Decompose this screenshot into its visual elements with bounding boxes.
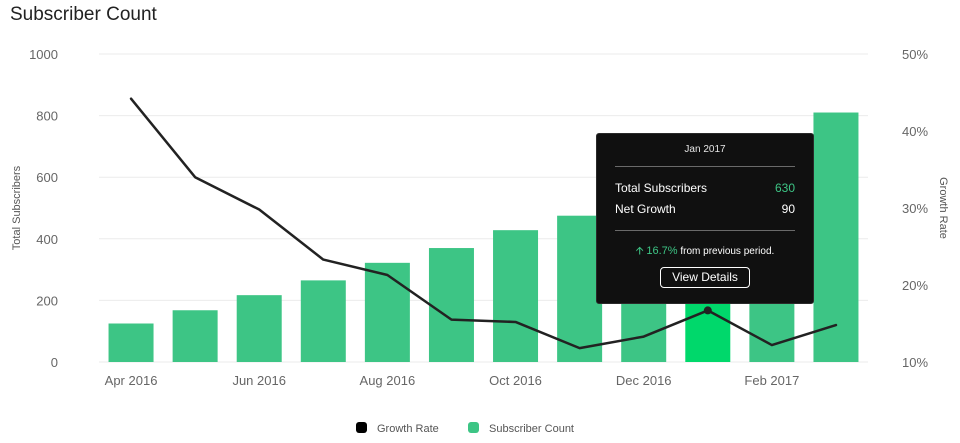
y-axis-title: Total Subscribers: [11, 165, 23, 250]
tooltip-net-value: 90: [781, 202, 795, 216]
bar: [236, 295, 282, 362]
arrow-up-icon: 🡩: [635, 245, 644, 257]
chart-title: Subscriber Count: [10, 4, 157, 25]
x-tick-label: Oct 2016: [489, 373, 542, 388]
bar: [172, 310, 218, 362]
y2-axis-title: Growth Rate: [937, 177, 949, 239]
legend-label-subscriber-count: Subscriber Count: [489, 423, 574, 435]
y2-tick-label: 20%: [902, 278, 928, 293]
x-tick-label: Aug 2016: [360, 373, 416, 388]
line-point: [703, 306, 712, 315]
view-details-button[interactable]: View Details: [660, 267, 750, 288]
x-tick-label: Jun 2016: [232, 373, 286, 388]
tooltip-change-text: from previous period.: [680, 246, 775, 257]
bar: [493, 230, 539, 362]
tooltip-net-label: Net Growth: [615, 202, 676, 216]
bar: [428, 248, 474, 362]
x-tick-label: Dec 2016: [616, 373, 672, 388]
bar: [557, 215, 603, 362]
legend-swatch-growth-rate: [356, 422, 367, 433]
y-tick-label: 1000: [29, 47, 58, 62]
y-tick-label: 600: [36, 170, 58, 185]
x-tick-label: Apr 2016: [105, 373, 158, 388]
legend-label-growth-rate: Growth Rate: [377, 423, 439, 435]
tooltip-total-value: 630: [774, 181, 795, 195]
bar: [813, 112, 859, 363]
legend-swatch-subscriber-count: [468, 422, 479, 433]
tooltip-divider: [615, 166, 795, 167]
bar: [108, 323, 154, 362]
bar: [300, 280, 346, 362]
growth-rate-line: [129, 97, 838, 350]
y2-tick-label: 50%: [902, 47, 928, 62]
y2-tick-label: 40%: [902, 124, 928, 139]
y2-tick-label: 30%: [902, 201, 928, 216]
tooltip-total-label: Total Subscribers: [615, 181, 708, 195]
y2-tick-label: 10%: [902, 355, 928, 370]
y-tick-label: 400: [36, 232, 58, 247]
tooltip-divider-2: [615, 230, 795, 231]
tooltip: Jan 2017 Total Subscribers 630 Net Growt…: [596, 133, 814, 304]
tooltip-title: Jan 2017: [684, 144, 726, 155]
y-tick-label: 0: [51, 355, 58, 370]
tooltip-change: 🡩 16.7% from previous period.: [597, 242, 813, 261]
x-tick-label: Feb 2017: [744, 373, 799, 388]
tooltip-change-pct: 16.7%: [646, 245, 678, 257]
bar: [364, 262, 410, 362]
y-tick-label: 200: [36, 293, 58, 308]
y-tick-label: 800: [36, 109, 58, 124]
